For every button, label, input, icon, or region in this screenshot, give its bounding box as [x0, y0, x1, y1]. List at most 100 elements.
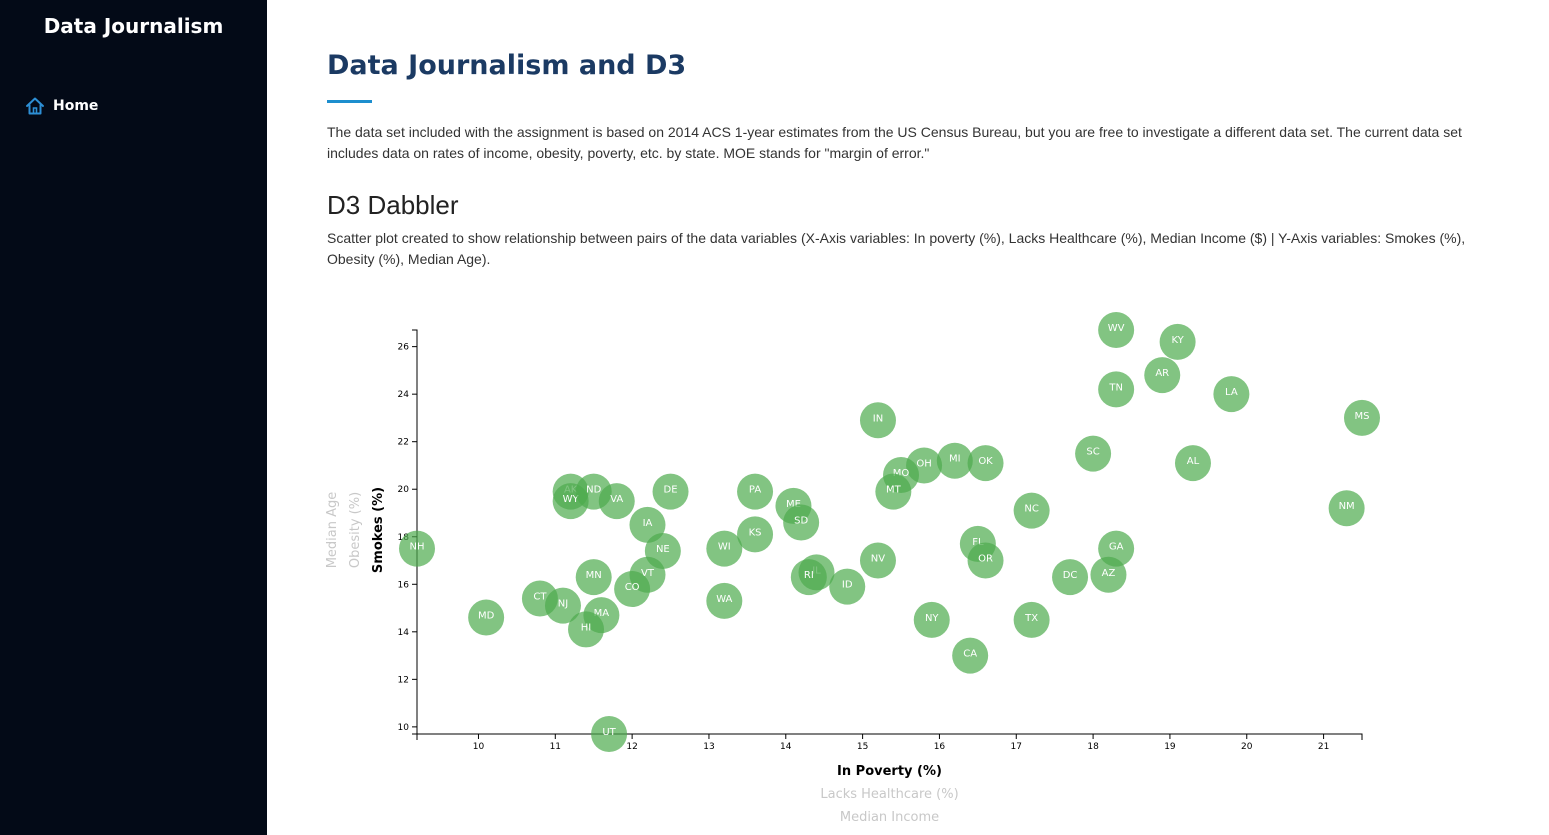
state-point-label: AL	[1187, 456, 1200, 467]
state-point-circle[interactable]	[737, 516, 774, 553]
state-point-circle[interactable]	[544, 587, 581, 624]
state-point[interactable]: SC	[1075, 435, 1112, 472]
state-point[interactable]: WA	[706, 582, 743, 619]
state-point-circle[interactable]	[967, 542, 1004, 579]
chart-description: Scatter plot created to show relationshi…	[327, 230, 1466, 267]
state-point-label: ND	[586, 485, 601, 496]
state-point[interactable]: OR	[967, 542, 1004, 579]
state-point-circle[interactable]	[614, 571, 651, 608]
state-point-circle[interactable]	[1159, 323, 1196, 360]
state-point-circle[interactable]	[1328, 490, 1365, 527]
state-point[interactable]: WV	[1098, 312, 1135, 348]
state-point[interactable]: MN	[575, 559, 612, 596]
state-point[interactable]: MT	[875, 473, 912, 510]
state-point-circle[interactable]	[591, 716, 628, 752]
x-axis-option[interactable]: In Poverty (%)	[837, 764, 942, 779]
state-point-circle[interactable]	[1013, 492, 1050, 529]
state-point[interactable]: VA	[598, 483, 635, 520]
state-point-circle[interactable]	[783, 504, 820, 541]
state-point[interactable]: ID	[829, 568, 866, 605]
state-point[interactable]: MD	[468, 599, 505, 636]
state-point[interactable]: MI	[936, 442, 973, 479]
state-point[interactable]: AR	[1144, 357, 1181, 394]
state-point-circle[interactable]	[967, 445, 1004, 482]
state-point-circle[interactable]	[575, 559, 612, 596]
x-tick: 15	[857, 734, 868, 752]
state-point[interactable]: NC	[1013, 492, 1050, 529]
state-point[interactable]: IA	[629, 506, 666, 543]
x-tick-label: 16	[934, 742, 946, 752]
state-point[interactable]: NV	[859, 542, 896, 579]
x-axis-option[interactable]: Median Income	[840, 810, 939, 825]
state-point[interactable]: DE	[652, 473, 689, 510]
state-point[interactable]: UT	[591, 716, 628, 752]
state-point-circle[interactable]	[399, 530, 435, 567]
state-point[interactable]: KS	[737, 516, 774, 553]
state-point-circle[interactable]	[1174, 445, 1211, 482]
page-title: Data Journalism and D3	[327, 50, 687, 81]
state-point-circle[interactable]	[952, 637, 989, 674]
state-point-circle[interactable]	[1344, 399, 1380, 436]
title-underline	[327, 100, 372, 103]
sidebar-item-home[interactable]: Home	[25, 96, 98, 116]
state-point-circle[interactable]	[859, 542, 896, 579]
state-point-circle[interactable]	[468, 599, 505, 636]
state-point-circle[interactable]	[875, 473, 912, 510]
brand-title: Data Journalism	[43, 14, 224, 38]
state-point[interactable]: CA	[952, 637, 989, 674]
state-point[interactable]: RI	[790, 559, 827, 596]
state-point-label: MA	[594, 608, 610, 619]
state-point-circle[interactable]	[1075, 435, 1112, 472]
state-point[interactable]: DC	[1052, 559, 1089, 596]
state-point[interactable]: IN	[859, 402, 896, 439]
state-point-circle[interactable]	[829, 568, 866, 605]
state-point-circle[interactable]	[1090, 556, 1127, 593]
state-point-circle[interactable]	[1144, 357, 1181, 394]
state-point[interactable]: NY	[913, 601, 950, 638]
state-point-circle[interactable]	[913, 601, 950, 638]
state-point[interactable]: TX	[1013, 601, 1050, 638]
state-point[interactable]: HI	[568, 611, 605, 648]
sidebar-item-label: Home	[53, 98, 99, 114]
state-point-circle[interactable]	[1098, 312, 1135, 348]
y-tick: 22	[398, 438, 417, 448]
state-point[interactable]: OK	[967, 445, 1004, 482]
state-point[interactable]: AZ	[1090, 556, 1127, 593]
state-point-circle[interactable]	[859, 402, 896, 439]
state-point-circle[interactable]	[1098, 371, 1135, 408]
state-point[interactable]: SD	[783, 504, 820, 541]
state-point[interactable]: CO	[614, 571, 651, 608]
state-point-circle[interactable]	[1013, 601, 1050, 638]
y-axis-option[interactable]: Obesity (%)	[348, 492, 363, 568]
state-point[interactable]: WI	[706, 530, 743, 567]
state-point-circle[interactable]	[706, 530, 743, 567]
state-point[interactable]: AL	[1174, 445, 1211, 482]
x-axis-option[interactable]: Lacks Healthcare (%)	[820, 787, 958, 802]
state-point[interactable]: NJ	[544, 587, 581, 624]
state-point[interactable]: PA	[737, 473, 774, 510]
state-point[interactable]: LA	[1213, 376, 1250, 413]
state-point[interactable]: TN	[1098, 371, 1135, 408]
state-point-label: MN	[586, 570, 602, 581]
state-point-circle[interactable]	[629, 506, 666, 543]
state-point-label: NY	[925, 613, 939, 624]
state-point-label: WA	[716, 594, 732, 605]
state-point-circle[interactable]	[737, 473, 774, 510]
state-point-circle[interactable]	[706, 582, 743, 619]
y-axis-option[interactable]: Smokes (%)	[371, 487, 386, 573]
y-axis-option[interactable]: Median Age	[325, 492, 340, 569]
state-point[interactable]: KY	[1159, 323, 1196, 360]
state-point-label: OR	[978, 554, 993, 565]
state-point-label: MD	[478, 611, 495, 622]
state-point-circle[interactable]	[568, 611, 605, 648]
state-point-circle[interactable]	[790, 559, 827, 596]
state-point[interactable]: NH	[399, 530, 435, 567]
state-point-circle[interactable]	[652, 473, 689, 510]
state-point[interactable]: MS	[1344, 399, 1380, 436]
state-point-circle[interactable]	[936, 442, 973, 479]
state-point[interactable]: NM	[1328, 490, 1365, 527]
state-point-circle[interactable]	[1052, 559, 1089, 596]
y-tick-label: 12	[398, 675, 409, 685]
state-point-circle[interactable]	[598, 483, 635, 520]
state-point-circle[interactable]	[1213, 376, 1250, 413]
